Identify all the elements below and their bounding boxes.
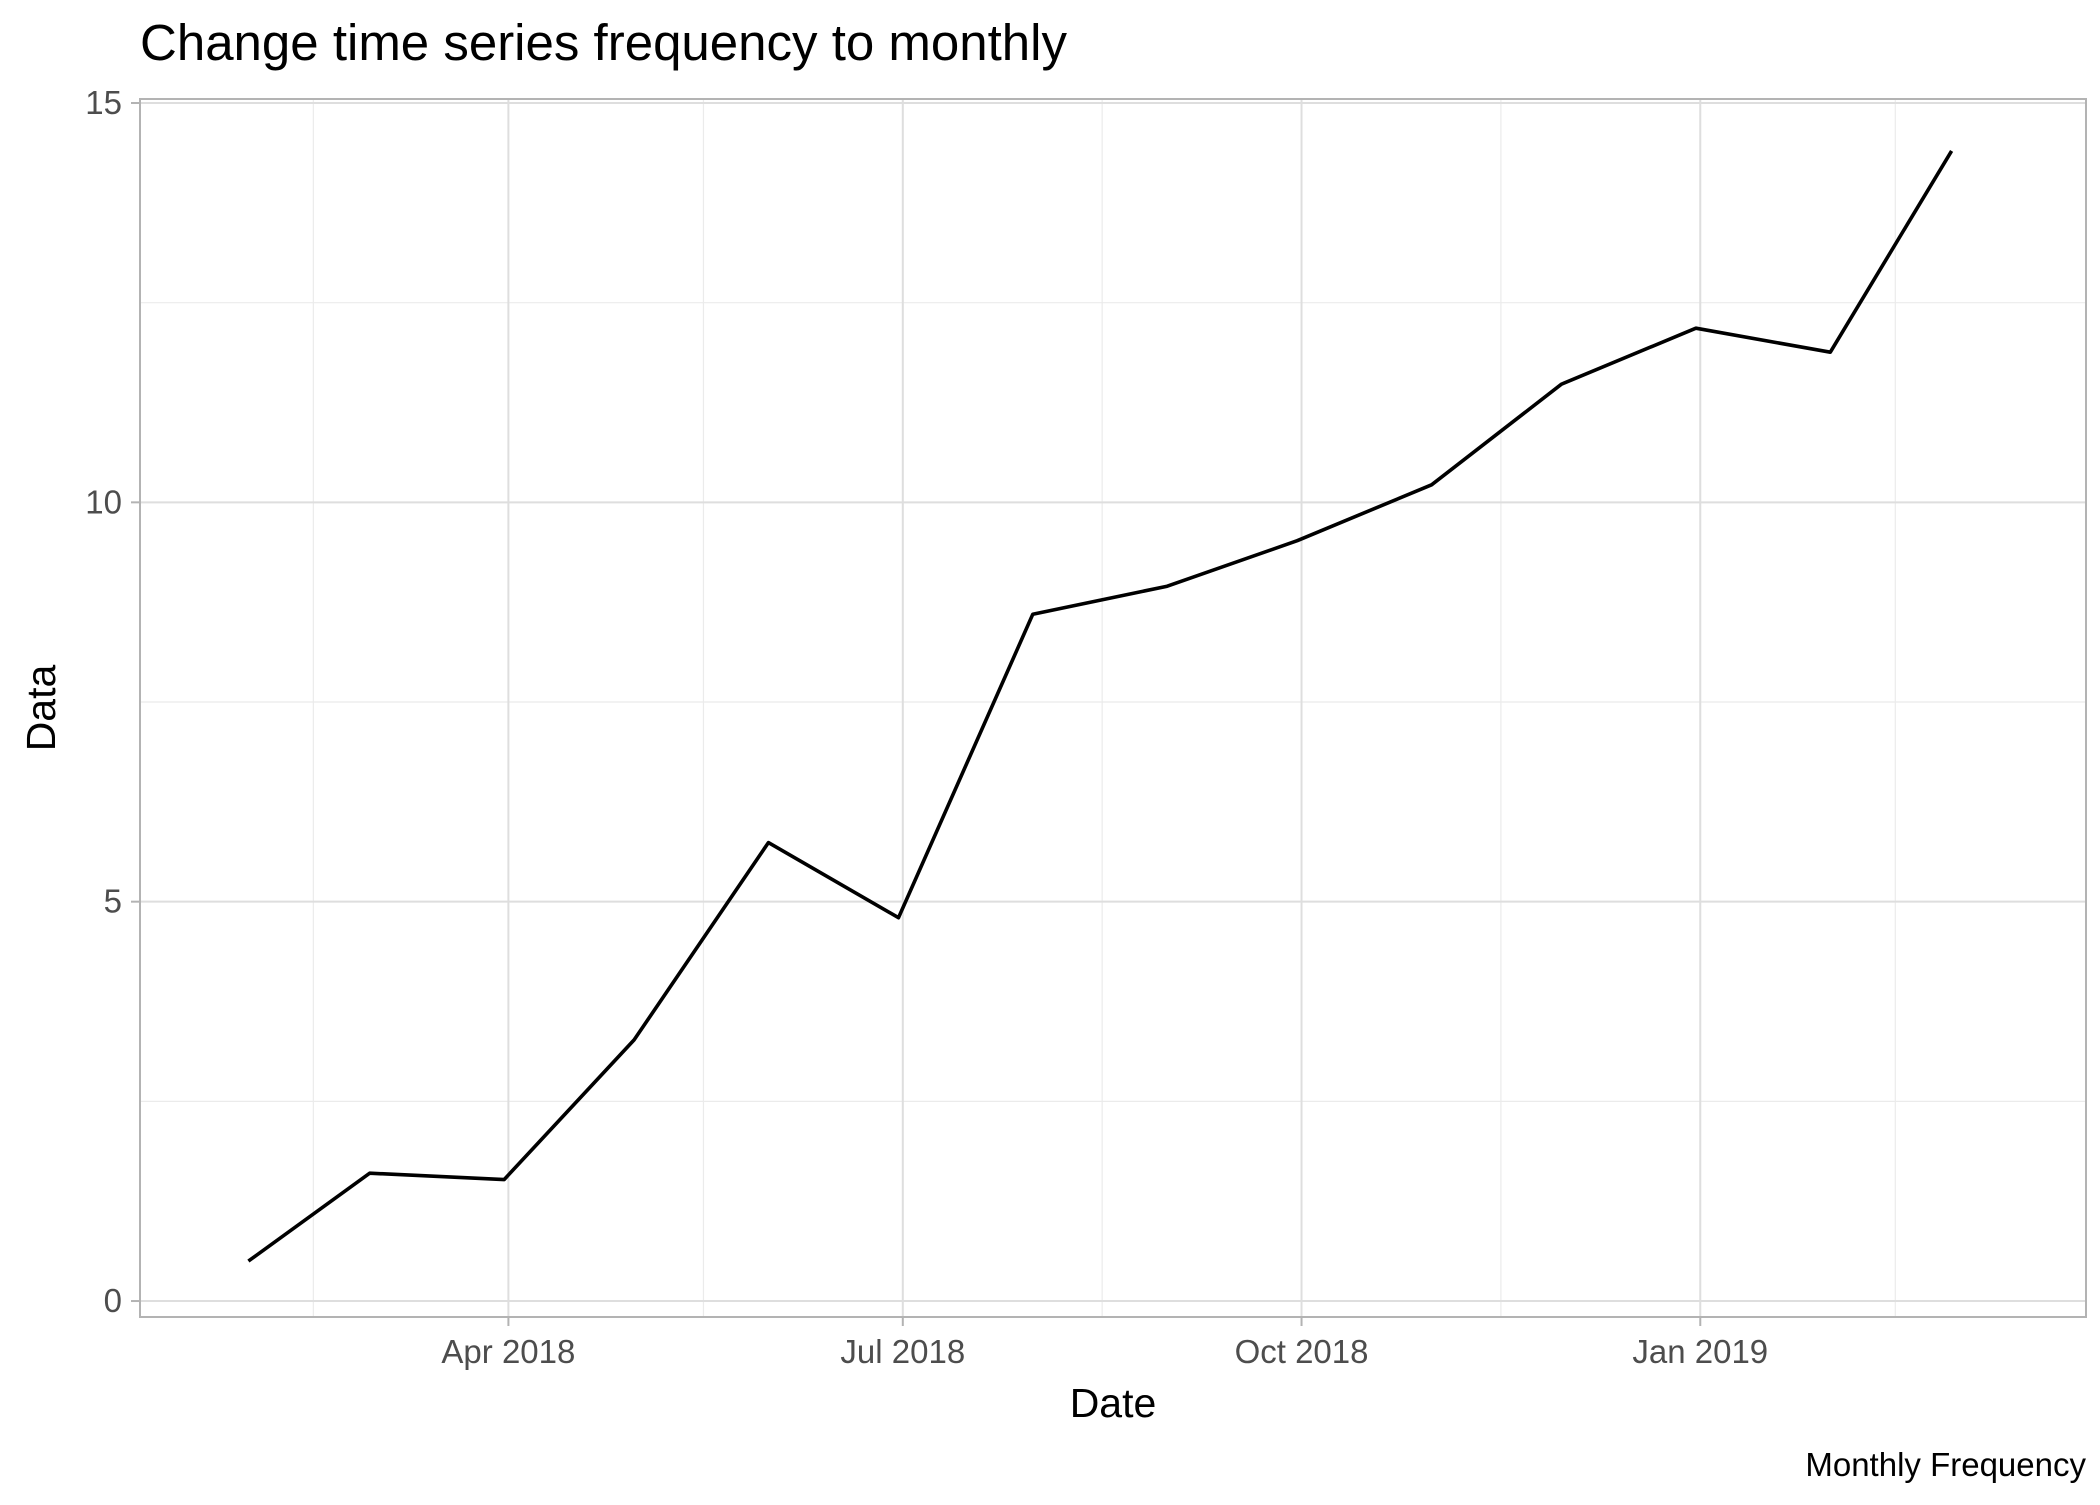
x-tick-label-0: Apr 2018 [441, 1333, 575, 1370]
y-tick-label-3: 15 [85, 84, 122, 121]
y-tick-label-1: 5 [104, 883, 122, 920]
y-tick-label-0: 0 [104, 1282, 122, 1319]
series-line-0 [247, 149, 1954, 1263]
x-tick-label-2: Oct 2018 [1235, 1333, 1369, 1370]
series-layer [247, 149, 1954, 1263]
y-axis-title: Data [18, 665, 64, 752]
x-tick-label-1: Jul 2018 [840, 1333, 965, 1370]
plot-panel-border [139, 98, 2087, 1318]
y-tick-label-2: 10 [85, 483, 122, 520]
x-axis-title: Date [1070, 1380, 1157, 1426]
chart-caption: Monthly Frequency [1805, 1446, 2086, 1483]
grid [140, 99, 2086, 1317]
chart-title: Change time series frequency to monthly [140, 14, 1067, 71]
axis-ticks: 0 5 10 15 Apr 2018 Jul 2018 Oct 2018 Jan 2019 [85, 84, 1768, 1370]
x-tick-label-3: Jan 2019 [1632, 1333, 1768, 1370]
